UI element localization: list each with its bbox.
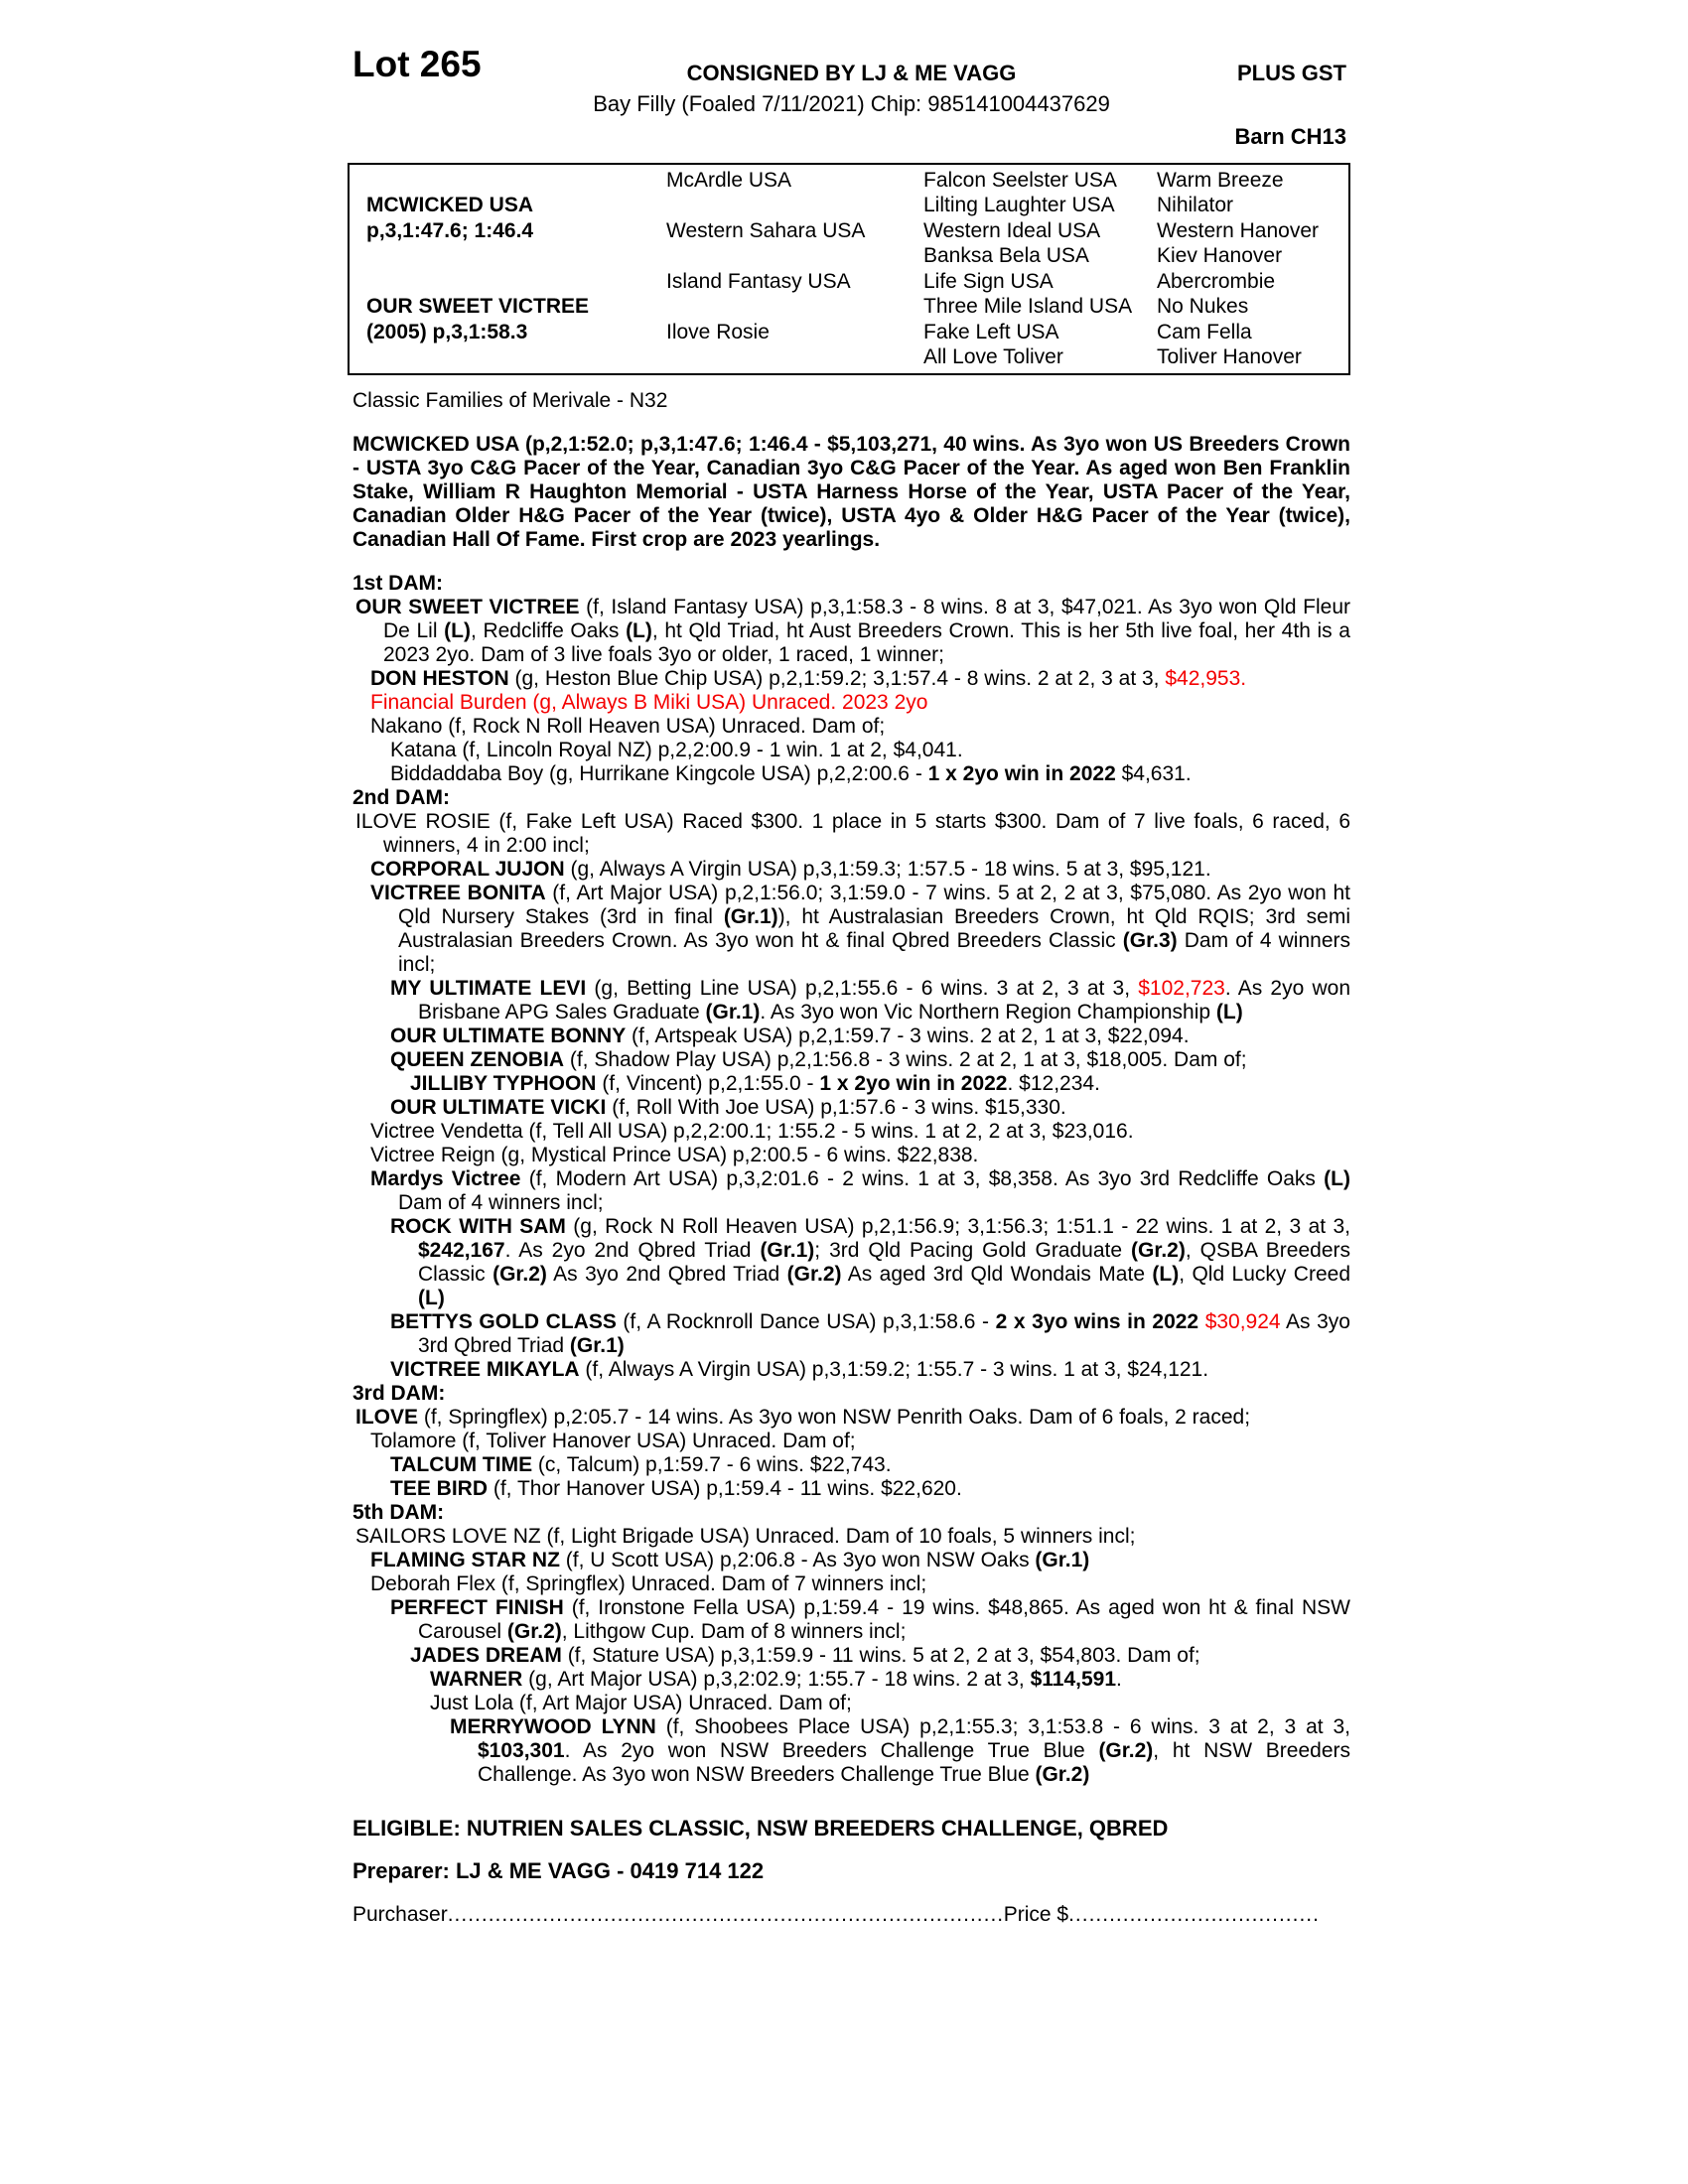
- pedigree-entry: FLAMING STAR NZ (f, U Scott USA) p,2:06.…: [370, 1549, 1090, 1571]
- pedigree-entry: DON HESTON (g, Heston Blue Chip USA) p,2…: [370, 667, 1247, 690]
- sire-summary: MCWICKED USA (p,2,1:52.0; p,3,1:47.6; 1:…: [352, 433, 1350, 551]
- plus-gst-label: PLUS GST: [1236, 61, 1346, 85]
- pedigree-entry: Just Lola (f, Art Major USA) Unraced. Da…: [430, 1692, 852, 1714]
- pedigree-entry: JADES DREAM (f, Stature USA) p,3,1:59.9 …: [410, 1644, 1200, 1667]
- pedigree-entry: VICTREE BONITA (f, Art Major USA) p,2,1:…: [370, 882, 1351, 976]
- pedigree-entry: QUEEN ZENOBIA (f, Shadow Play USA) p,2,1…: [390, 1048, 1247, 1071]
- purchaser-label: Purchaser: [352, 1903, 448, 1926]
- section-2nd-dam: 2nd DAM:: [352, 786, 450, 809]
- pedigree-entry: BETTYS GOLD CLASS (f, A Rocknroll Dance …: [390, 1310, 1350, 1357]
- pedigree-entry: MERRYWOOD LYNN (f, Shoobees Place USA) p…: [450, 1715, 1350, 1786]
- sire-record: p,3,1:47.6; 1:46.4: [366, 218, 534, 242]
- gen4-ancestor: Toliver Hanover: [1157, 345, 1302, 369]
- pedigree-entry: CORPORAL JUJON (g, Always A Virgin USA) …: [370, 858, 1211, 881]
- pedigree-entry: Mardys Victree (f, Modern Art USA) p,3,2…: [370, 1167, 1350, 1214]
- purchase-line: Purchaser...............................…: [352, 1903, 1350, 1927]
- pedigree-entry: WARNER (g, Art Major USA) p,3,2:02.9; 1:…: [430, 1668, 1122, 1691]
- gen3-ancestor: Lilting Laughter USA: [923, 194, 1115, 217]
- gen3-ancestor: Life Sign USA: [923, 269, 1054, 293]
- dam-pedigree-text: 1st DAM: OUR SWEET VICTREE (f, Island Fan…: [352, 572, 1350, 1787]
- gen3-ancestor: Falcon Seelster USA: [923, 168, 1117, 192]
- pedigree-entry: ILOVE ROSIE (f, Fake Left USA) Raced $30…: [355, 810, 1350, 857]
- pedigree-entry: Biddaddaba Boy (g, Hurrikane Kingcole US…: [390, 762, 1192, 785]
- gen4-ancestor: No Nukes: [1157, 295, 1249, 319]
- sire-summary-block: MCWICKED USA (p,2,1:52.0; p,3,1:47.6; 1:…: [352, 433, 1350, 552]
- gen2-sire-sire: McArdle USA: [666, 168, 792, 192]
- gen4-ancestor: Nihilator: [1157, 194, 1234, 217]
- page-body: Classic Families of Merivale - N32 MCWIC…: [352, 0, 1350, 1927]
- pedigree-entry: OUR SWEET VICTREE (f, Island Fantasy USA…: [355, 596, 1350, 666]
- gen3-ancestor: Western Ideal USA: [923, 218, 1101, 242]
- consignor-line: CONSIGNED BY LJ & ME VAGG: [686, 61, 1017, 85]
- eligibility-line: ELIGIBLE: NUTRIEN SALES CLASSIC, NSW BRE…: [352, 1816, 1169, 1841]
- sire-name: MCWICKED USA: [366, 194, 533, 217]
- gen4-ancestor: Western Hanover: [1157, 218, 1320, 242]
- pedigree-entry: Katana (f, Lincoln Royal NZ) p,2,2:00.9 …: [390, 739, 963, 761]
- purchaser-blank: ........................................…: [447, 1903, 1004, 1926]
- pedigree-entry: Victree Reign (g, Mystical Prince USA) p…: [370, 1144, 979, 1166]
- dam-name: OUR SWEET VICTREE: [366, 295, 590, 319]
- section-5th-dam: 5th DAM:: [352, 1501, 445, 1524]
- gen4-ancestor: Warm Breeze: [1157, 168, 1284, 192]
- gen3-ancestor: Three Mile Island USA: [923, 295, 1133, 319]
- horse-description: Bay Filly (Foaled 7/11/2021) Chip: 98514…: [593, 91, 1110, 116]
- section-3rd-dam: 3rd DAM:: [352, 1382, 446, 1405]
- pedigree-entry: VICTREE MIKAYLA (f, Always A Virgin USA)…: [390, 1358, 1209, 1381]
- price-blank: ........................................…: [1068, 1903, 1318, 1926]
- pedigree-entry: ILOVE (f, Springflex) p,2:05.7 - 14 wins…: [355, 1406, 1251, 1429]
- pedigree-entry: Victree Vendetta (f, Tell All USA) p,2,2…: [370, 1120, 1134, 1143]
- pedigree-entry: PERFECT FINISH (f, Ironstone Fella USA) …: [390, 1596, 1350, 1643]
- pedigree-entry: SAILORS LOVE NZ (f, Light Brigade USA) U…: [355, 1525, 1136, 1548]
- gen2-dam-sire: Island Fantasy USA: [666, 269, 851, 293]
- pedigree-entry: Deborah Flex (f, Springflex) Unraced. Da…: [370, 1572, 927, 1595]
- pedigree-entry: OUR ULTIMATE BONNY (f, Artspeak USA) p,2…: [390, 1024, 1190, 1047]
- gen2-sire-dam: Western Sahara USA: [666, 218, 866, 242]
- gen4-ancestor: Kiev Hanover: [1157, 244, 1283, 268]
- gen2-dam-dam: Ilove Rosie: [666, 320, 770, 343]
- family-line: Classic Families of Merivale - N32: [352, 389, 668, 412]
- pedigree-entry: Nakano (f, Rock N Roll Heaven USA) Unrac…: [370, 715, 886, 738]
- lot-number: Lot 265: [352, 44, 482, 84]
- gen4-ancestor: Abercrombie: [1157, 269, 1276, 293]
- pedigree-entry: OUR ULTIMATE VICKI (f, Roll With Joe USA…: [390, 1096, 1066, 1119]
- pedigree-entry: Financial Burden (g, Always B Miki USA) …: [370, 691, 928, 714]
- gen3-ancestor: Banksa Bela USA: [923, 244, 1089, 268]
- preparer-line: Preparer: LJ & ME VAGG - 0419 714 122: [352, 1858, 765, 1883]
- gen3-ancestor: Fake Left USA: [923, 320, 1059, 343]
- pedigree-table: MCWICKED USA p,3,1:47.6; 1:46.4 OUR SWEE…: [348, 163, 1350, 375]
- pedigree-entry: Tolamore (f, Toliver Hanover USA) Unrace…: [370, 1430, 856, 1452]
- pedigree-entry: TALCUM TIME (c, Talcum) p,1:59.7 - 6 win…: [390, 1453, 892, 1476]
- pedigree-entry: JILLIBY TYPHOON (f, Vincent) p,2,1:55.0 …: [410, 1072, 1100, 1095]
- gen3-ancestor: All Love Toliver: [923, 345, 1063, 369]
- pedigree-entry: ROCK WITH SAM (g, Rock N Roll Heaven USA…: [390, 1215, 1351, 1309]
- section-1st-dam: 1st DAM:: [352, 572, 444, 595]
- gen4-ancestor: Cam Fella: [1157, 320, 1252, 343]
- barn-number: Barn CH13: [1234, 124, 1346, 149]
- price-label: Price $: [1003, 1903, 1069, 1926]
- pedigree-entry: TEE BIRD (f, Thor Hanover USA) p,1:59.4 …: [390, 1477, 962, 1500]
- dam-record: (2005) p,3,1:58.3: [366, 320, 528, 343]
- pedigree-entry: MY ULTIMATE LEVI (g, Betting Line USA) p…: [390, 977, 1350, 1024]
